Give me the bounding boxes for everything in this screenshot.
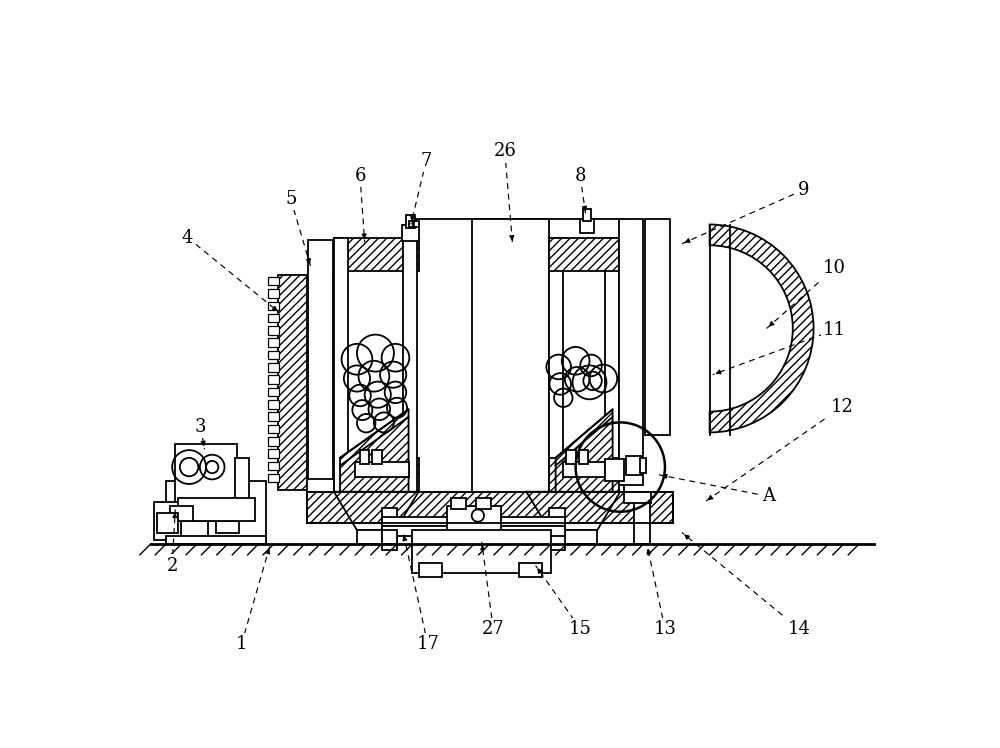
Bar — [216, 517, 239, 533]
Bar — [640, 458, 646, 473]
Bar — [154, 502, 181, 540]
Bar — [549, 458, 619, 492]
Text: 27: 27 — [482, 620, 505, 638]
Bar — [372, 450, 382, 464]
Text: 26: 26 — [493, 142, 516, 160]
Bar — [268, 462, 279, 470]
Text: 4: 4 — [182, 229, 193, 247]
Text: 14: 14 — [788, 620, 810, 638]
Text: 12: 12 — [831, 398, 853, 416]
Bar — [268, 326, 279, 334]
Text: 15: 15 — [569, 620, 592, 638]
Bar — [549, 530, 597, 544]
Bar — [268, 450, 279, 458]
Text: 5: 5 — [285, 190, 296, 208]
Bar — [268, 314, 279, 322]
Bar — [476, 498, 491, 509]
Bar — [166, 517, 208, 544]
Bar — [268, 400, 279, 408]
Bar — [178, 498, 255, 521]
Bar — [175, 444, 237, 521]
Bar — [519, 563, 542, 577]
Bar — [403, 239, 417, 492]
Bar — [355, 462, 409, 477]
Bar — [334, 458, 419, 492]
Bar — [170, 506, 193, 521]
Bar — [268, 437, 279, 446]
Bar — [268, 363, 279, 372]
Text: 2: 2 — [166, 557, 178, 574]
Bar — [357, 530, 395, 544]
Bar — [360, 450, 369, 464]
Bar — [166, 481, 266, 542]
Bar — [605, 459, 624, 481]
Polygon shape — [340, 409, 409, 494]
Bar — [382, 527, 565, 536]
Bar — [382, 517, 565, 527]
Bar — [166, 536, 266, 544]
Bar — [447, 506, 501, 542]
Bar — [268, 338, 279, 347]
Bar — [402, 224, 419, 242]
Bar — [549, 508, 565, 551]
Bar — [268, 289, 279, 298]
Text: 8: 8 — [575, 167, 586, 185]
Bar — [382, 530, 397, 544]
Bar — [605, 239, 619, 492]
Bar — [308, 240, 333, 479]
Text: 1: 1 — [236, 635, 247, 653]
Bar — [268, 277, 279, 285]
Text: 7: 7 — [421, 152, 432, 170]
Bar — [382, 508, 397, 551]
Bar — [268, 387, 279, 396]
Bar — [472, 219, 549, 494]
Bar — [626, 456, 642, 475]
Bar — [624, 491, 651, 503]
Bar — [235, 458, 249, 500]
Bar — [334, 239, 419, 271]
Bar — [268, 301, 279, 310]
Text: 3: 3 — [195, 418, 206, 436]
Bar — [268, 474, 279, 482]
Bar — [579, 450, 588, 464]
Bar — [619, 219, 643, 485]
Bar — [566, 450, 576, 464]
Bar — [563, 462, 605, 477]
Text: 6: 6 — [354, 167, 366, 185]
Bar — [268, 351, 279, 359]
Wedge shape — [710, 224, 814, 432]
Bar — [406, 215, 415, 228]
Bar — [307, 491, 673, 523]
Text: 11: 11 — [823, 321, 846, 339]
Bar — [268, 425, 279, 433]
Bar — [580, 219, 594, 233]
Bar — [419, 563, 442, 577]
Bar — [268, 375, 279, 384]
Text: 17: 17 — [416, 635, 439, 653]
Bar — [583, 209, 591, 221]
Bar — [307, 491, 673, 523]
Polygon shape — [556, 409, 613, 494]
Text: A: A — [762, 487, 775, 506]
Bar — [334, 239, 348, 492]
Bar — [634, 491, 650, 544]
Bar — [412, 530, 551, 572]
Bar — [409, 221, 413, 227]
Bar — [414, 221, 419, 227]
Bar — [278, 275, 307, 490]
Bar — [645, 219, 670, 435]
Text: 13: 13 — [653, 620, 676, 638]
Text: 10: 10 — [823, 260, 846, 278]
Bar — [451, 498, 466, 509]
Bar — [157, 513, 178, 533]
Bar — [549, 239, 619, 271]
Bar — [549, 239, 563, 492]
Text: 9: 9 — [798, 181, 809, 199]
Bar — [416, 219, 624, 494]
Bar — [268, 412, 279, 421]
